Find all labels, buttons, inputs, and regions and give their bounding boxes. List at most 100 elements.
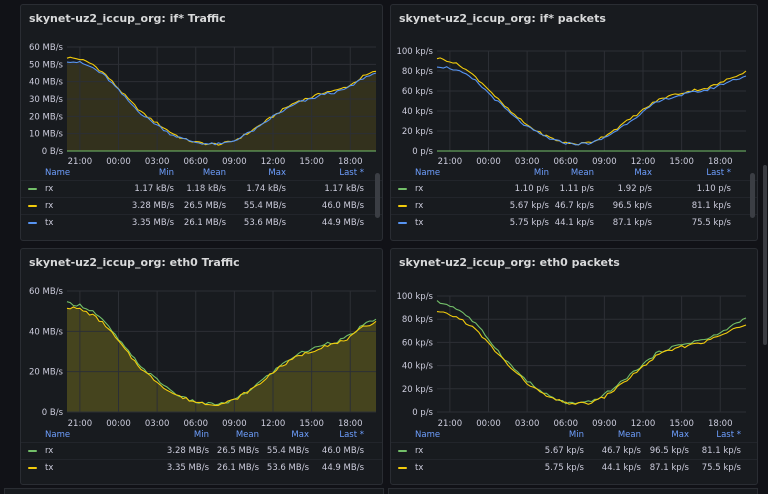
legend-row[interactable]: tx 3.35 MB/s 26.1 MB/s 53.6 MB/s 44.9 MB/s (21, 214, 382, 230)
series-color-swatch (398, 450, 407, 452)
legend-mean: 1.11 p/s (559, 184, 594, 194)
legend-header: Name Min Mean Max Last * (21, 430, 382, 442)
legend-max: 87.1 kp/s (612, 218, 652, 228)
legend-header-mean[interactable]: Mean (235, 430, 259, 440)
legend-header-max[interactable]: Max (291, 430, 309, 440)
x-tick-label: 03:00 (515, 157, 540, 167)
legend-header-name[interactable]: Name (45, 168, 71, 178)
legend-min: 3.28 MB/s (166, 446, 209, 456)
y-tick-label: 0 p/s (412, 408, 433, 418)
legend-max: 55.4 MB/s (243, 201, 286, 211)
legend-mean: 46.7 kp/s (554, 201, 594, 211)
legend-row[interactable]: rx 1.17 kB/s 1.18 kB/s 1.74 kB/s 1.17 kB/s (21, 180, 382, 196)
legend-max: 96.5 kp/s (649, 446, 689, 456)
legend-mean: 44.1 kp/s (601, 463, 641, 473)
panel-eth0-packets[interactable]: skynet-uz2_iccup_org: eth0 packets 100 k… (390, 248, 758, 485)
x-tick-label: 15:00 (299, 419, 324, 429)
legend-row[interactable]: tx 3.35 MB/s 26.1 MB/s 53.6 MB/s 44.9 MB/s (21, 459, 382, 475)
x-tick-label: 18:00 (708, 157, 733, 167)
legend-header-min[interactable]: Min (568, 430, 584, 440)
panel-eth0-traffic[interactable]: skynet-uz2_iccup_org: eth0 Traffic 60 MB… (20, 248, 383, 485)
x-tick-label: 18:00 (338, 419, 363, 429)
legend-row[interactable]: tx 5.75 kp/s 44.1 kp/s 87.1 kp/s 75.5 kp/s (391, 214, 757, 230)
legend-max: 1.74 kB/s (246, 184, 286, 194)
legend-scrollbar[interactable] (375, 173, 380, 218)
legend-mean: 26.5 MB/s (216, 446, 259, 456)
legend-header-last[interactable]: Last * (339, 168, 364, 178)
panel-if-traffic[interactable]: skynet-uz2_iccup_org: if* Traffic 60 MB/… (20, 4, 383, 241)
legend-header-max[interactable]: Max (671, 430, 689, 440)
legend-row[interactable]: rx 1.10 p/s 1.11 p/s 1.92 p/s 1.10 p/s (391, 180, 757, 196)
x-tick-label: 03:00 (145, 419, 170, 429)
legend-header-name[interactable]: Name (45, 430, 71, 440)
series-color-swatch (28, 188, 37, 190)
legend-header-name[interactable]: Name (415, 168, 441, 178)
panel-title[interactable]: skynet-uz2_iccup_org: if* packets (399, 12, 606, 25)
x-tick-label: 12:00 (631, 419, 656, 429)
series-color-swatch (28, 467, 37, 469)
series-line-tx (436, 311, 747, 405)
time-series-chart[interactable]: 100 kp/s 80 kp/s 60 kp/s 40 kp/s 20 kp/s 0 p/… (391, 249, 758, 434)
legend-header-last[interactable]: Last * (706, 168, 731, 178)
legend-last: 1.17 kB/s (324, 184, 364, 194)
legend-header-last[interactable]: Last * (339, 430, 364, 440)
legend-header-mean[interactable]: Mean (617, 430, 641, 440)
legend-mean: 26.1 MB/s (183, 218, 226, 228)
legend-header: Name Min Mean Max Last * (391, 430, 757, 442)
time-series-chart[interactable]: 60 MB/s 40 MB/s 20 MB/s 0 B/s 21:00 00:00 03:0… (21, 249, 383, 434)
y-tick-label: 20 MB/s (29, 368, 64, 378)
legend-row[interactable]: tx 5.75 kp/s 44.1 kp/s 87.1 kp/s 75.5 kp/s (391, 459, 757, 475)
series-color-swatch (398, 188, 407, 190)
time-series-chart[interactable]: 100 kp/s 80 kp/s 60 kp/s 40 kp/s 20 kp/s 0 p/… (391, 5, 758, 175)
x-tick-label: 03:00 (515, 419, 540, 429)
series-color-swatch (398, 222, 407, 224)
legend-header-min[interactable]: Min (533, 168, 549, 178)
series-line-rx (436, 300, 747, 405)
legend-header: Name Min Mean Max Last * (391, 168, 757, 180)
legend-name: rx (415, 201, 424, 211)
legend-header-name[interactable]: Name (415, 430, 441, 440)
legend-header: Name Min Mean Max Last * (21, 168, 382, 180)
legend-scrollbar[interactable] (750, 173, 755, 218)
legend-row[interactable]: rx 3.28 MB/s 26.5 MB/s 55.4 MB/s 46.0 MB/s (21, 197, 382, 213)
panel-title[interactable]: skynet-uz2_iccup_org: if* Traffic (29, 12, 226, 25)
legend-mean: 44.1 kp/s (554, 218, 594, 228)
legend-last: 75.5 kp/s (691, 218, 731, 228)
panel-title[interactable]: skynet-uz2_iccup_org: eth0 packets (399, 256, 620, 269)
page-scrollbar[interactable] (763, 165, 767, 345)
y-tick-label: 100 kp/s (396, 292, 433, 302)
x-tick-label: 00:00 (106, 419, 131, 429)
legend-header-last[interactable]: Last * (716, 430, 741, 440)
legend-min: 3.28 MB/s (131, 201, 174, 211)
legend-header-mean[interactable]: Mean (202, 168, 226, 178)
series-color-swatch (398, 467, 407, 469)
series-line-tx (436, 66, 747, 146)
legend-name: rx (45, 446, 54, 456)
time-series-chart[interactable]: 60 MB/s 50 MB/s 40 MB/s 30 MB/s 20 MB/s 10 MB… (21, 5, 383, 175)
legend-min: 5.67 kp/s (544, 446, 584, 456)
legend-header-mean[interactable]: Mean (570, 168, 594, 178)
panel-if-packets[interactable]: skynet-uz2_iccup_org: if* packets 100 kp… (390, 4, 758, 241)
legend-name: tx (45, 463, 54, 473)
legend-header-max[interactable]: Max (634, 168, 652, 178)
legend-header-min[interactable]: Min (158, 168, 174, 178)
y-tick-label: 60 kp/s (402, 87, 434, 97)
x-tick-label: 18:00 (708, 419, 733, 429)
legend-last: 1.10 p/s (696, 184, 731, 194)
legend-last: 46.0 MB/s (321, 446, 364, 456)
x-tick-label: 09:00 (592, 419, 617, 429)
y-tick-label: 30 MB/s (29, 95, 64, 105)
panel-title[interactable]: skynet-uz2_iccup_org: eth0 Traffic (29, 256, 240, 269)
legend-max: 53.6 MB/s (243, 218, 286, 228)
legend-header-max[interactable]: Max (268, 168, 286, 178)
legend-row[interactable]: rx 5.67 kp/s 46.7 kp/s 96.5 kp/s 81.1 kp/s (391, 197, 757, 213)
series-line-tx (66, 60, 377, 146)
x-tick-label: 15:00 (669, 419, 694, 429)
legend-header-min[interactable]: Min (193, 430, 209, 440)
legend-row[interactable]: rx 3.28 MB/s 26.5 MB/s 55.4 MB/s 46.0 MB/s (21, 442, 382, 458)
legend-row[interactable]: rx 5.67 kp/s 46.7 kp/s 96.5 kp/s 81.1 kp/s (391, 442, 757, 458)
x-tick-label: 06:00 (184, 419, 209, 429)
x-tick-label: 15:00 (669, 157, 694, 167)
legend-min: 5.75 kp/s (509, 218, 549, 228)
x-tick-label: 15:00 (299, 157, 324, 167)
